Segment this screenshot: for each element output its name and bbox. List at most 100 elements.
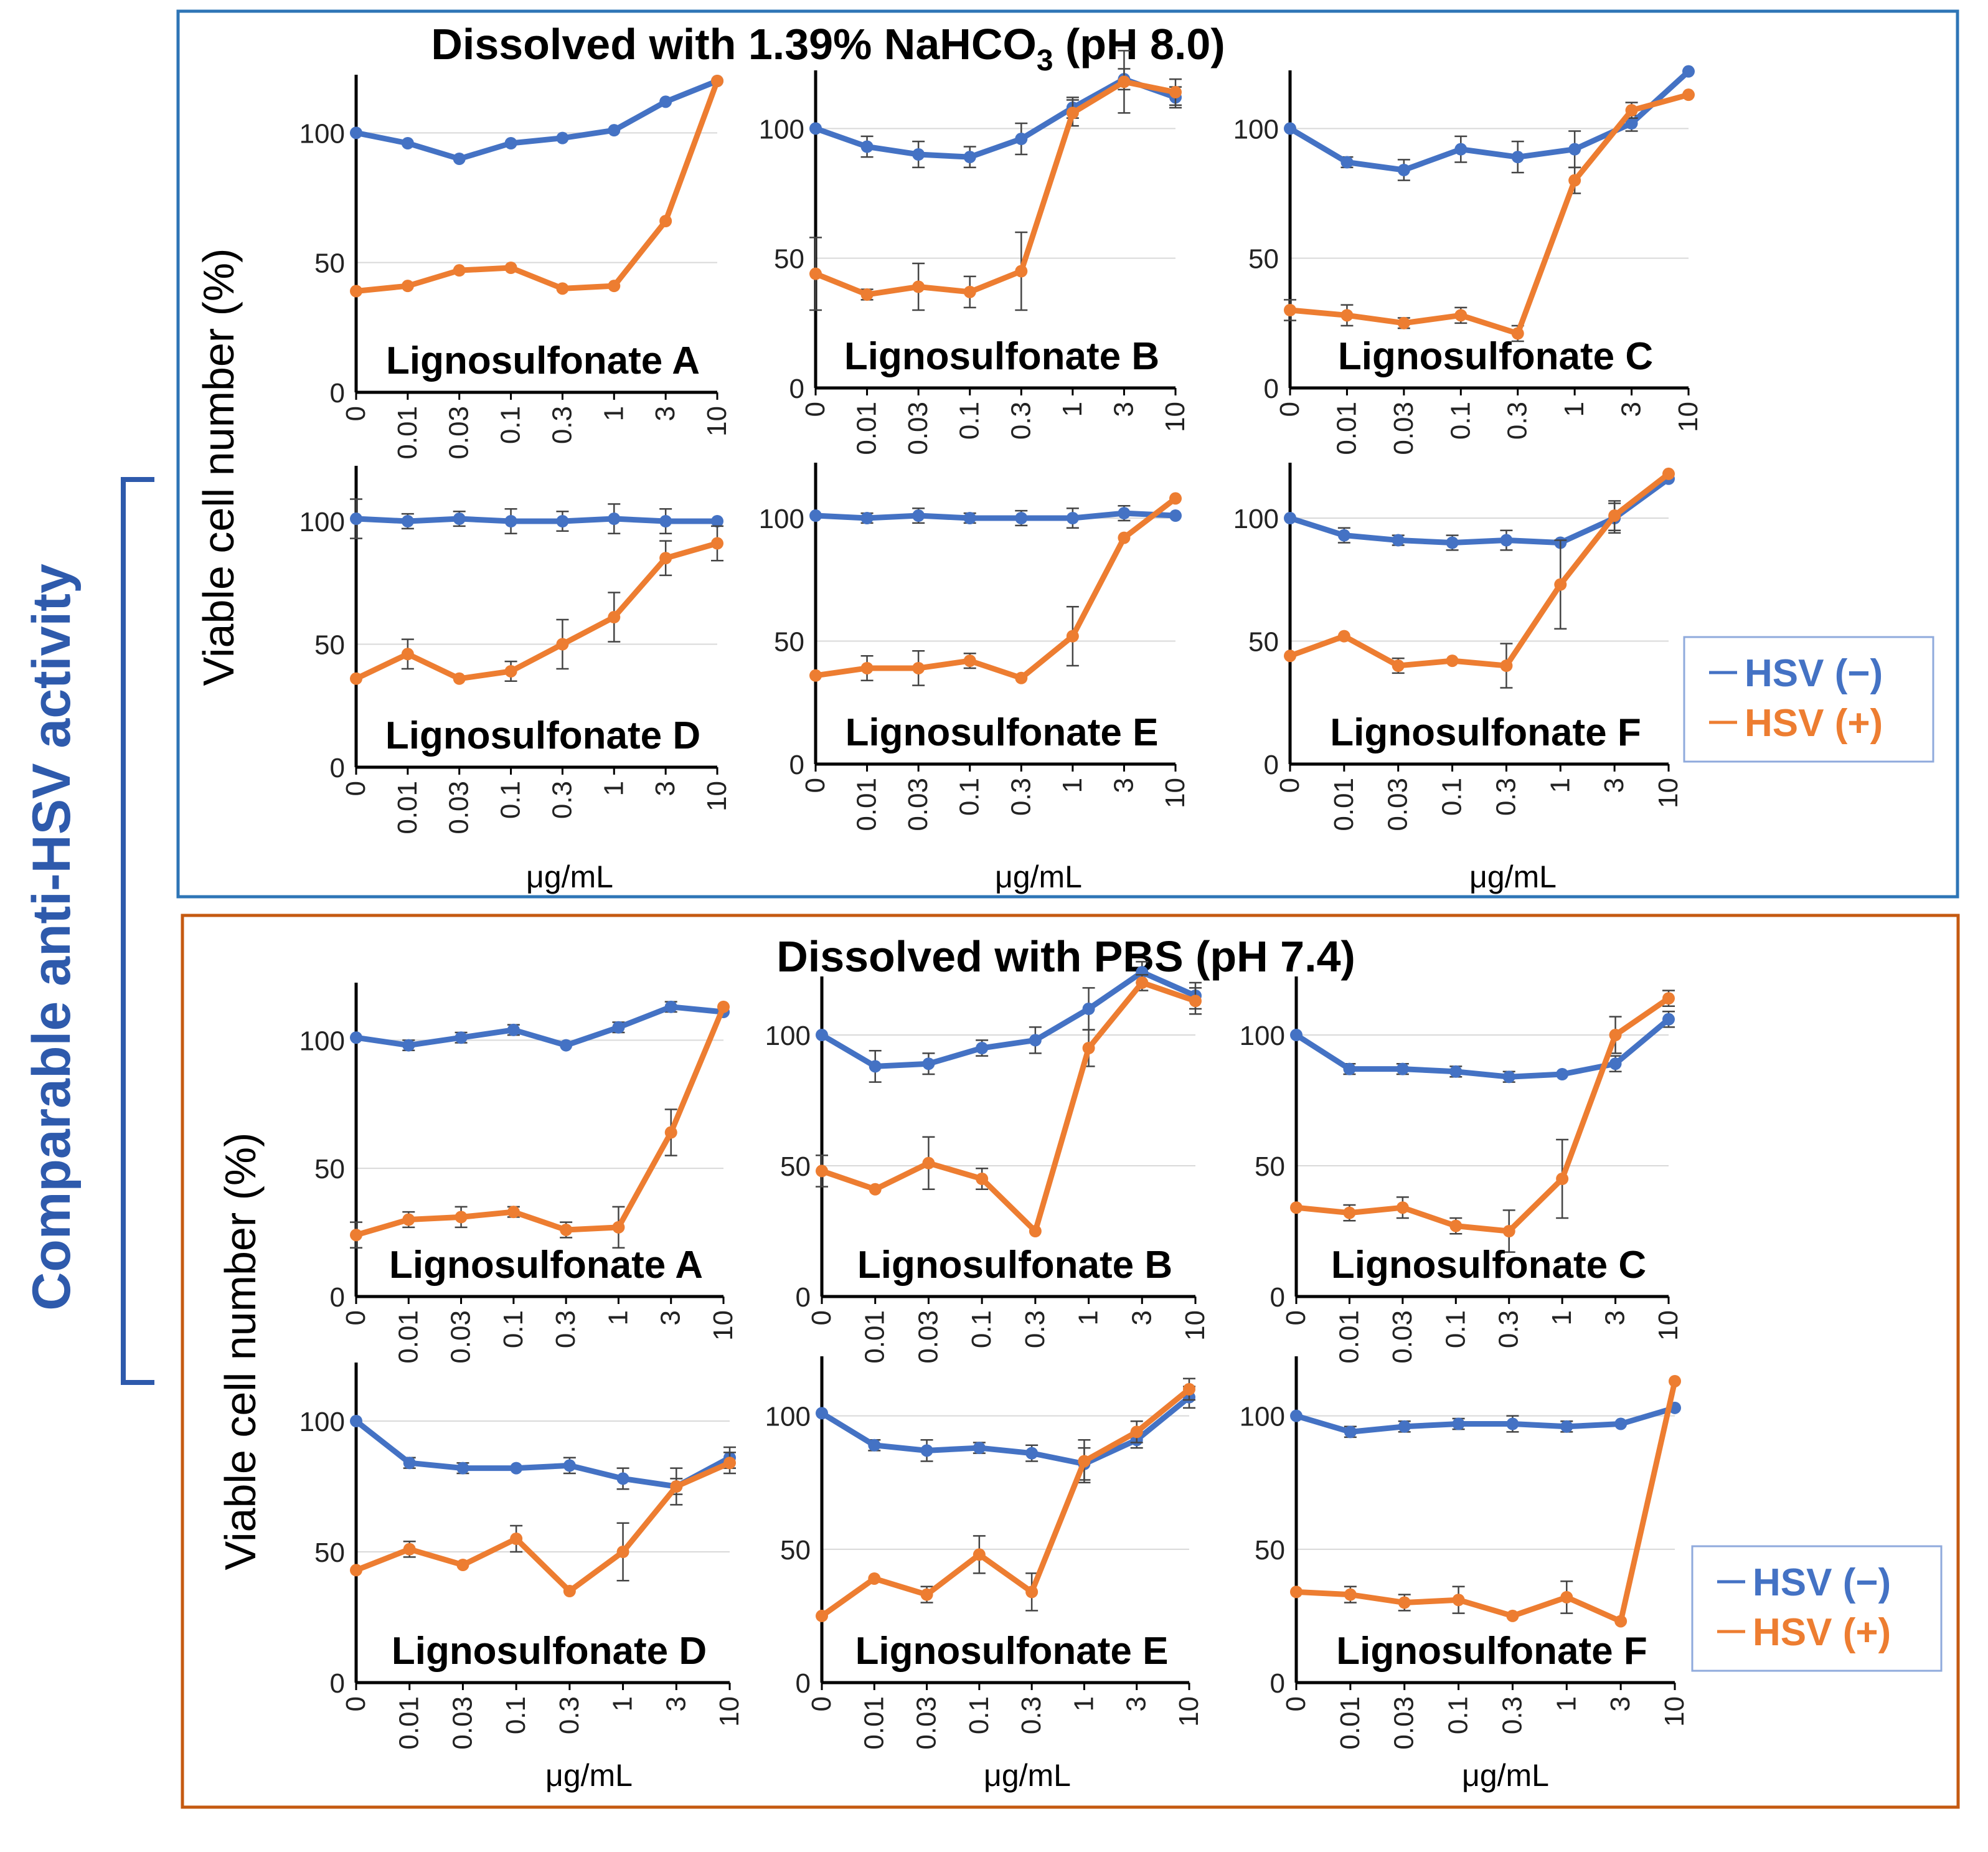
top-panel-4-label: Lignosulfonate D [385,714,700,757]
top-panel-3-ytick-label: 50 [1248,244,1279,275]
bottom-legend-box [1691,1545,1943,1672]
top-panel-3-hsv-minus-point [1625,117,1638,130]
top-panel-5-ytick-label: 0 [789,750,804,780]
bottom-panel-3-xtick-label: 0 [1281,1310,1311,1325]
top-panel-2-xtick-label: 1 [1057,402,1088,417]
top-panel-3-xtick-label: 0 [1274,402,1305,417]
bottom-panel-1-xtick-label: 10 [708,1310,738,1341]
top-panel-3-xtick-label: 0.03 [1388,402,1419,455]
bottom-panel-1-ytick-label: 100 [299,1026,345,1056]
top-panel-4-hsv-plus-point [504,664,517,678]
top-panel-2-hsv-plus-point [1169,86,1182,98]
top-panel-2-xtick-label: 3 [1108,402,1139,417]
bottom-panel-3-ytick-label: 0 [1270,1282,1285,1313]
top-panel-2-hsv-minus-point [809,122,822,135]
bottom-panel-4-hsv-plus-line [355,1460,731,1594]
top-panel-5-hsv-plus-point [963,654,976,668]
top-panel-1-hsv-minus-point [659,95,672,108]
bottom-panel-1-hsv-minus-point [507,1023,520,1036]
top-panel-2-ytick-label: 0 [789,374,804,404]
top-panel-1-hsv-plus-point [608,280,621,293]
top-panel-4-xtick-label: 0.1 [496,781,526,819]
bottom-panel-3-hsv-minus-point [1290,1029,1303,1041]
top-panel-5-hsv-plus-point [860,661,874,674]
top-panel-6-ytick-label: 0 [1264,750,1279,780]
top-panel-6-hsv-minus-line [1289,476,1670,546]
top-panel-6-hsv-minus-point [1337,529,1350,542]
top-panel-5-hsv-plus-point [1118,531,1131,544]
top-panel-5-hsv-minus-point [912,509,925,522]
bottom-panel-3-hsv-minus-point [1556,1068,1569,1080]
bottom-panel-5-ytick-label: 0 [796,1668,811,1699]
top-panel-1-xtick-label: 0 [341,406,371,421]
top-panel-1-ytick-label: 50 [314,248,345,279]
bottom-panel-1-hsv-minus-point [350,1031,362,1044]
bottom-panel-6-hsv-minus-point [1560,1420,1573,1433]
bottom-panel-6-hsv-plus-point [1614,1615,1628,1628]
top-panel-6-xtick-label: 0.3 [1491,778,1521,816]
bottom-panel-6-xtick-label: 3 [1605,1696,1636,1711]
bottom-panel-1-hsv-minus-line [356,1004,724,1049]
top-panel-6-hsv-plus-point [1554,578,1567,591]
bottom-panel-3-hsv-minus-point [1343,1062,1356,1075]
comparison-bracket [121,477,154,1385]
bottom-panel-4-hsv-plus-point [456,1559,469,1571]
top-panel-5-hsv-minus-point [1066,512,1079,524]
top-panel-3-hsv-minus-point [1568,143,1581,156]
bottom-panel-6-hsv-minus-point [1344,1425,1357,1439]
bottom-panel-1-ytick-label: 50 [314,1154,345,1184]
bottom-panel-4-hsv-minus-point [456,1462,469,1475]
bottom-panel-4-ytick-label: 100 [299,1407,345,1437]
top-panel-6-xtick-label: 0.01 [1329,778,1359,831]
bottom-panel-3-ytick-label: 100 [1240,1021,1285,1051]
top-panel-5-xtick-label: 0.3 [1006,778,1036,816]
top-panel-5-hsv-minus-point [1169,509,1182,522]
bottom-panel-1-hsv-plus-line [355,1006,727,1238]
top-panel-5-hsv-plus-point [1169,492,1182,505]
top-panel-2-hsv-plus-point [963,285,976,298]
bottom-panel-4-xtick-label: 3 [661,1696,691,1711]
bottom-panel-4-ytick-label: 0 [330,1668,345,1699]
bottom-panel-6: 0 50 100 0 0.01 0.03 0.1 0.3 1 3 10 Lignosulfonate … [1240,1356,1690,1750]
top-panel-1-hsv-plus-point [401,280,414,293]
bottom-panel-2-hsv-minus-point [922,1057,935,1070]
top-panel-6-hsv-minus-point [1446,536,1459,549]
bottom-panel-3-hsv-plus-point [1343,1206,1356,1219]
top-panel-3-hsv-plus-point [1397,316,1410,329]
bottom-panel-4-xtick-label: 10 [714,1696,745,1727]
top-panel-2-label: Lignosulfonate B [844,335,1159,378]
bottom-panel-6-hsv-plus-point [1669,1374,1681,1387]
bottom-ylabel: Viable cell number (%) [216,1133,265,1571]
top-panel-6-hsv-plus-point [1337,630,1350,643]
top-panel-4-hsv-minus-point [608,513,621,526]
top-panel-4-xtick-label: 0 [341,781,371,796]
top-panel-5-hsv-plus-point [1015,671,1028,684]
bottom-panel-2-hsv-minus-line [820,969,1197,1069]
bottom-panel-5-xtick-label: 0.1 [964,1696,994,1734]
top-ylabel: Viable cell number (%) [194,248,243,686]
bottom-panel-1-hsv-minus-point [402,1039,415,1052]
bottom-panel-2-hsv-plus-line [821,980,1197,1234]
top-panel-4-xtick-label: 0.3 [547,781,577,819]
top-panel-2-xtick-label: 0 [800,402,831,417]
bottom-panel-5-hsv-minus-point [973,1442,986,1455]
top-panel-1-ytick-label: 0 [330,378,345,409]
bottom-panel-3: 0 50 100 0 0.01 0.03 0.1 0.3 1 3 10Lignosulfonate … [1240,976,1684,1364]
bottom-panel-5-label: Lignosulfonate E [855,1630,1169,1673]
top-panel-3-label: Lignosulfonate C [1338,335,1653,378]
top-panel-5-xtick-label: 0 [800,778,831,793]
bottom-panel-4-xtick-label: 0.3 [554,1696,585,1734]
top-xunit-left: μg/mL [526,859,613,894]
top-panel-3-xtick-label: 10 [1673,402,1703,432]
top-panel-1-xtick-label: 0.3 [547,406,577,444]
bottom-panel-1-xtick-label: 0.01 [393,1310,423,1364]
top-panel-3-ytick-label: 0 [1264,374,1279,404]
top-panel-1-xtick-label: 0.01 [392,406,423,460]
bottom-panel-5-hsv-plus-point [920,1588,933,1601]
bottom-panel-1-xtick-label: 0 [341,1310,371,1325]
bottom-panel-1-ytick-label: 0 [330,1282,345,1313]
bottom-panel-5-hsv-plus-point [973,1548,986,1561]
top-title-tail: (pH 8.0) [1053,20,1225,69]
top-section-frame [176,9,1959,899]
top-xunit-right: μg/mL [1469,859,1557,894]
